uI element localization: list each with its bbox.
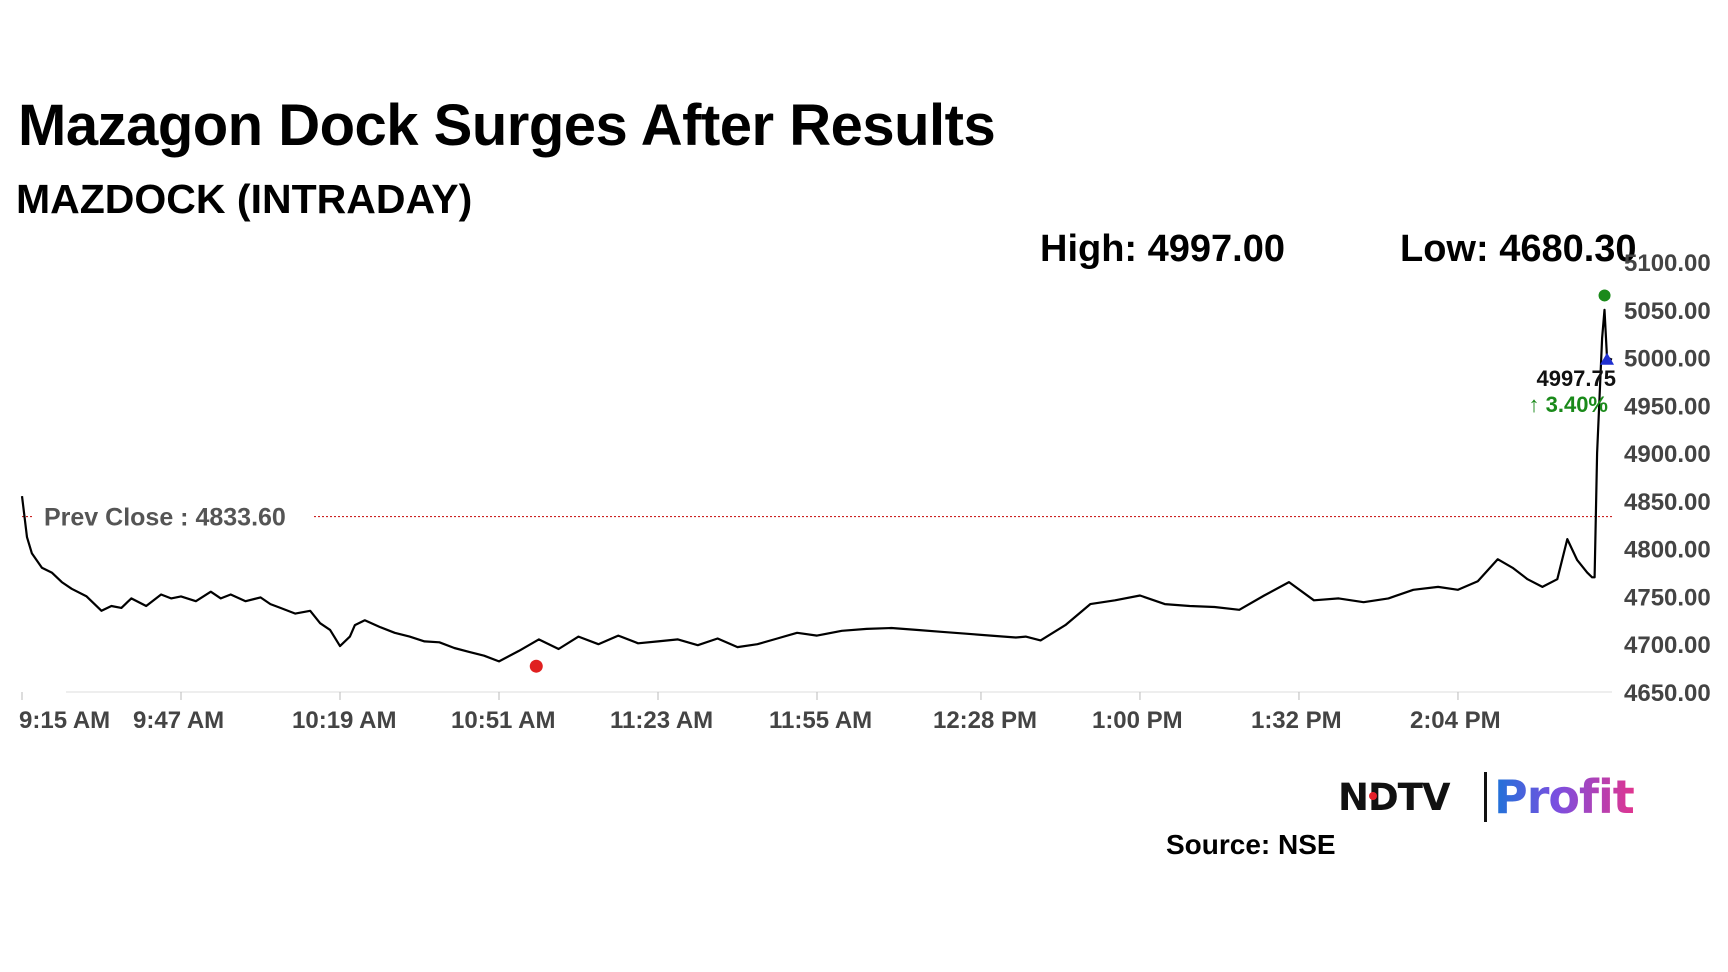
x-tick-label: 10:51 AM — [451, 707, 555, 734]
brand-ndtv-text: NDTV — [1338, 776, 1451, 819]
y-tick-label: 4650.00 — [1624, 680, 1711, 707]
y-tick-label: 5050.00 — [1624, 298, 1711, 325]
chart-title: Mazagon Dock Surges After Results — [18, 93, 996, 158]
last-price-marker — [1600, 352, 1615, 365]
x-tick-label: 2:04 PM — [1410, 707, 1501, 734]
x-tick-label: 12:28 PM — [933, 707, 1037, 734]
y-tick-label: 5100.00 — [1624, 250, 1711, 277]
brand-profit-text: Profit — [1494, 770, 1635, 824]
logo-divider — [1484, 772, 1487, 822]
y-tick-label: 4900.00 — [1624, 441, 1711, 468]
y-tick-label: 4750.00 — [1624, 584, 1711, 611]
x-tick-label: 1:32 PM — [1251, 707, 1342, 734]
prev-close-label-bg — [34, 496, 314, 535]
x-tick-label: 10:19 AM — [292, 707, 396, 734]
price-line — [20, 308, 1613, 663]
x-tick-label: 11:55 AM — [769, 707, 872, 734]
y-tick-label: 4850.00 — [1624, 489, 1711, 516]
high-label: High: 4997.00 — [1040, 228, 1285, 270]
change-label: ↑ 3.40% — [1529, 392, 1609, 417]
low-marker — [529, 659, 543, 673]
x-tick-label: 9:15 AM — [19, 707, 110, 734]
x-tick-label: 11:23 AM — [610, 707, 713, 734]
y-tick-label: 4800.00 — [1624, 537, 1711, 564]
y-tick-label: 4950.00 — [1624, 393, 1711, 420]
x-tick-label: 9:47 AM — [133, 707, 224, 734]
last-price-label: 4997.75 — [1536, 366, 1616, 391]
x-tick-label: 1:00 PM — [1092, 707, 1183, 734]
high-marker — [1598, 289, 1611, 302]
source-note: Source: NSE — [1166, 829, 1336, 860]
low-label: Low: 4680.30 — [1400, 228, 1637, 270]
y-tick-label: 5000.00 — [1624, 346, 1711, 373]
chart-subtitle: MAZDOCK (INTRADAY) — [16, 176, 473, 222]
y-tick-label: 4700.00 — [1624, 632, 1711, 659]
prev-close-label: Prev Close : 4833.60 — [44, 504, 286, 532]
logo-dot-icon — [1369, 792, 1377, 800]
